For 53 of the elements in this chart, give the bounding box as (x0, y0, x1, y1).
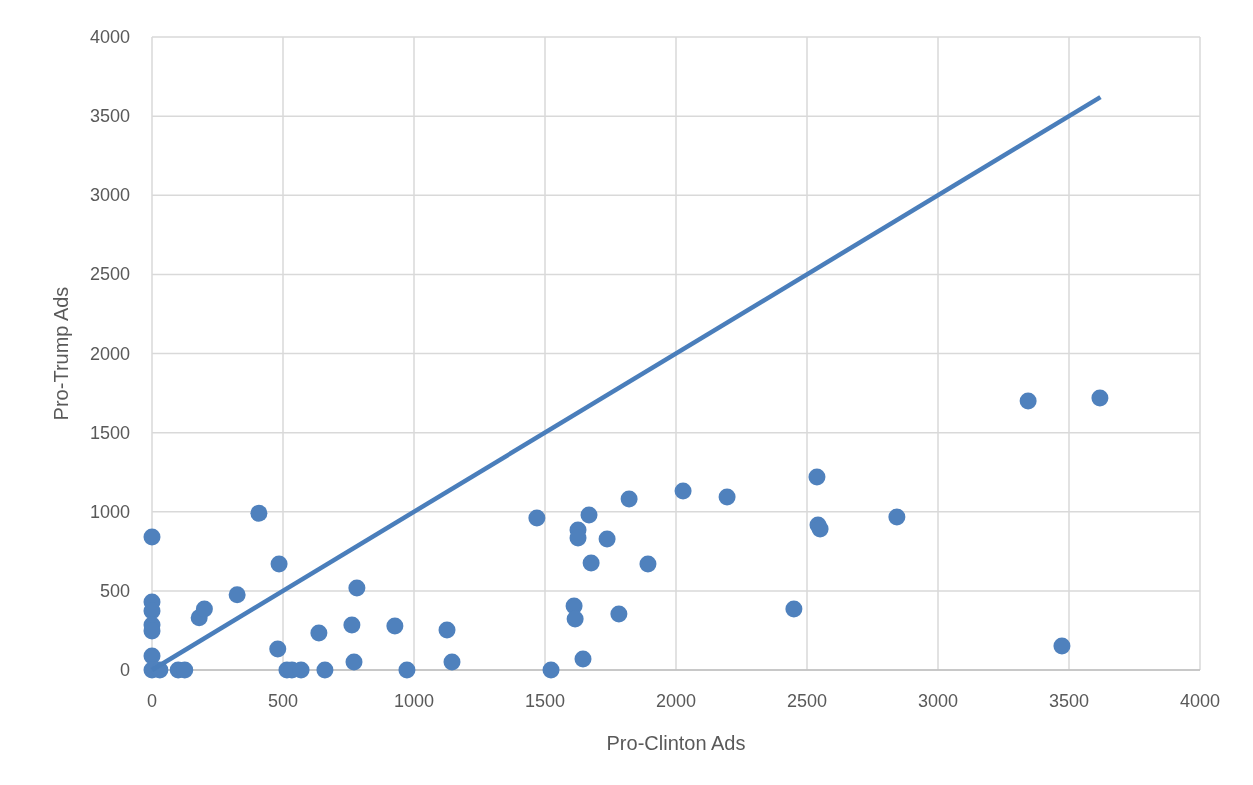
point (718, 488, 736, 506)
point (674, 482, 692, 500)
x-tick-label: 1500 (524, 691, 566, 711)
point (386, 617, 404, 635)
point (574, 650, 592, 668)
point (528, 509, 546, 527)
point (620, 490, 638, 508)
point (270, 555, 288, 573)
y-tick-label: 2000 (89, 343, 130, 364)
point (582, 554, 600, 572)
y-tick-label: 500 (99, 580, 130, 601)
point (343, 616, 361, 634)
y-tick-label: 3000 (89, 185, 130, 206)
point (1019, 392, 1037, 410)
x-tick-label: 500 (267, 691, 299, 711)
y-axis-title: Pro-Trump Ads (50, 286, 72, 421)
point (143, 528, 161, 546)
x-tick-label: 0 (146, 691, 158, 711)
point (639, 555, 657, 573)
x-axis-title: Pro-Clinton Ads (606, 732, 746, 754)
point (808, 468, 826, 486)
point (888, 508, 906, 526)
y-tick-label: 4000 (89, 27, 130, 47)
x-tick-label: 2500 (786, 691, 828, 711)
point (438, 621, 456, 639)
x-tick-label: 3500 (1048, 691, 1090, 711)
y-tick-label: 0 (119, 660, 130, 680)
point (228, 586, 246, 604)
x-tick-label: 4000 (1179, 691, 1221, 711)
x-tick-label: 2000 (655, 691, 697, 711)
y-tick-label: 2500 (89, 264, 130, 285)
y-tick-label: 1500 (89, 422, 130, 443)
x-tick-label: 3000 (917, 691, 959, 711)
point (348, 579, 366, 597)
point (316, 661, 334, 679)
point (1091, 389, 1109, 407)
y-tick-label: 3500 (89, 106, 130, 127)
x-tick-label: 1000 (393, 691, 435, 711)
point (580, 506, 598, 524)
point (610, 605, 628, 623)
point (1053, 637, 1071, 655)
point (310, 624, 328, 642)
point (345, 653, 363, 671)
point (785, 600, 803, 618)
y-tick-label: 1000 (89, 501, 130, 522)
point (542, 661, 560, 679)
point (566, 610, 584, 628)
point (398, 661, 416, 679)
point (269, 640, 287, 658)
point (598, 530, 616, 548)
point (443, 653, 461, 671)
point (250, 504, 268, 522)
point (195, 600, 213, 618)
